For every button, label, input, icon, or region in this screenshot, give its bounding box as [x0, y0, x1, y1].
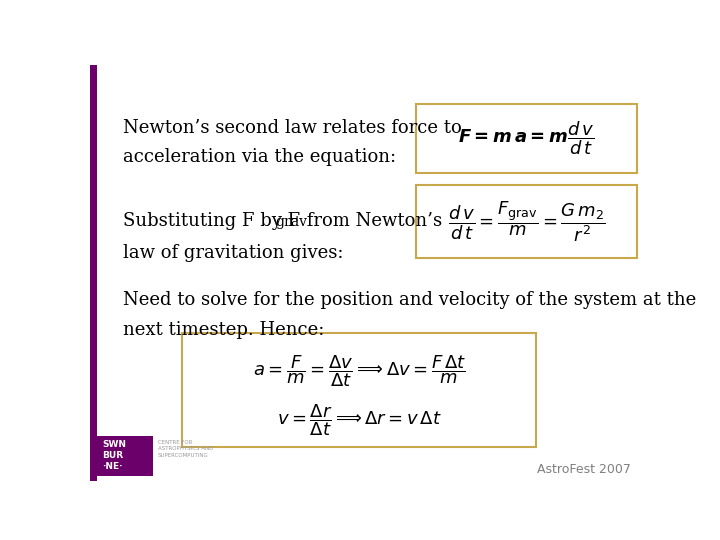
Text: Newton’s second law relates force to: Newton’s second law relates force to — [124, 119, 462, 137]
Text: $a = \dfrac{F}{m} = \dfrac{\Delta v}{\Delta t}\Longrightarrow \Delta v = \dfrac{: $a = \dfrac{F}{m} = \dfrac{\Delta v}{\De… — [253, 353, 466, 389]
Text: $\boldsymbol{F = m\,a = m\dfrac{d\,v}{d\,t}}$: $\boldsymbol{F = m\,a = m\dfrac{d\,v}{d\… — [459, 120, 595, 158]
Text: next timestep. Hence:: next timestep. Hence: — [124, 321, 325, 339]
Text: from Newton’s: from Newton’s — [301, 212, 442, 231]
Text: $\dfrac{d\,v}{d\,t} = \dfrac{F_{\mathrm{grav}}}{m} = \dfrac{G\,m_2}{r^2}$: $\dfrac{d\,v}{d\,t} = \dfrac{F_{\mathrm{… — [448, 199, 606, 244]
Text: Need to solve for the position and velocity of the system at the: Need to solve for the position and veloc… — [124, 292, 697, 309]
FancyBboxPatch shape — [90, 65, 96, 481]
Text: Substituting F by F: Substituting F by F — [124, 212, 301, 231]
FancyBboxPatch shape — [416, 185, 637, 258]
Text: AstroFest 2007: AstroFest 2007 — [537, 463, 631, 476]
Text: $v = \dfrac{\Delta r}{\Delta t}\Longrightarrow \Delta r = v\,\Delta t$: $v = \dfrac{\Delta r}{\Delta t}\Longrigh… — [276, 402, 441, 438]
FancyBboxPatch shape — [97, 436, 153, 476]
Text: CENTRE FOR
ASTROPHYSICS AND
SUPERCOMPUTING: CENTRE FOR ASTROPHYSICS AND SUPERCOMPUTI… — [158, 440, 213, 458]
Text: acceleration via the equation:: acceleration via the equation: — [124, 148, 397, 166]
Text: law of gravitation gives:: law of gravitation gives: — [124, 244, 344, 261]
FancyBboxPatch shape — [416, 104, 637, 173]
Text: SWN
BUR
·NE·: SWN BUR ·NE· — [102, 440, 126, 471]
FancyBboxPatch shape — [182, 333, 536, 447]
Text: grav: grav — [275, 215, 307, 230]
